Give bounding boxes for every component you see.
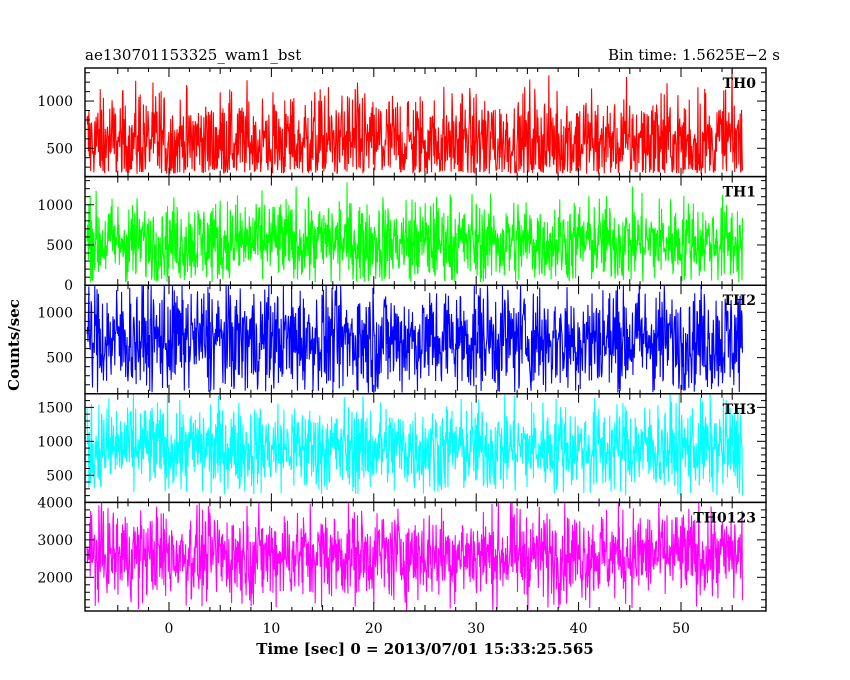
x-tick-label: 40 bbox=[570, 621, 588, 637]
bin-time-label: Bin time: 1.5625E−2 s bbox=[608, 46, 780, 64]
y-tick-label: 1000 bbox=[37, 305, 73, 321]
series-th2 bbox=[86, 285, 743, 393]
y-tick-label: 1000 bbox=[37, 94, 73, 110]
y-tick-label: 4000 bbox=[37, 495, 73, 511]
x-tick-label: 30 bbox=[467, 621, 485, 637]
y-tick-label: 0 bbox=[64, 278, 73, 294]
panel-label: TH1 bbox=[723, 185, 756, 201]
panel-label: TH0123 bbox=[693, 510, 756, 526]
panels: 500 1000 TH0 0 500 1000 TH1 500 1000 TH2 500 1000 15… bbox=[37, 67, 767, 612]
panel-label: TH3 bbox=[723, 402, 756, 418]
panel-th2: 500 1000 TH2 bbox=[37, 284, 767, 395]
x-tick-label: 0 bbox=[165, 621, 174, 637]
x-axis: 0 10 20 30 40 50 bbox=[165, 621, 690, 637]
panel-th1: 0 500 1000 TH1 bbox=[37, 175, 767, 294]
series-th0 bbox=[86, 68, 743, 175]
y-tick-label: 500 bbox=[46, 351, 73, 367]
y-tick-label: 1000 bbox=[37, 434, 73, 450]
y-axis-title: Counts/sec bbox=[5, 299, 23, 391]
y-tick-label: 1500 bbox=[37, 400, 73, 416]
x-axis-title: Time [sec] 0 = 2013/07/01 15:33:25.565 bbox=[256, 640, 593, 658]
x-tick-label: 50 bbox=[672, 621, 690, 637]
chart-title: ae130701153325_wam1_bst bbox=[85, 46, 301, 64]
y-tick-label: 500 bbox=[46, 141, 73, 157]
y-tick-label: 2000 bbox=[37, 570, 73, 586]
panel-label: TH2 bbox=[723, 293, 756, 309]
series-th0123 bbox=[86, 502, 743, 611]
series-th3 bbox=[86, 393, 743, 496]
y-tick-label: 500 bbox=[46, 238, 73, 254]
panel-th0123: 2000 3000 4000 TH0123 bbox=[37, 495, 767, 612]
y-tick-label: 1000 bbox=[37, 198, 73, 214]
panel-frame bbox=[84, 501, 767, 612]
y-tick-label: 3000 bbox=[37, 533, 73, 549]
x-tick-label: 10 bbox=[262, 621, 280, 637]
x-tick-label: 20 bbox=[365, 621, 383, 637]
panel-th0: 500 1000 TH0 bbox=[37, 67, 767, 178]
series-th1 bbox=[86, 182, 743, 283]
panel-label: TH0 bbox=[723, 76, 757, 92]
y-tick-label: 500 bbox=[46, 468, 73, 484]
panel-th3: 500 1000 1500 TH3 bbox=[37, 393, 767, 504]
